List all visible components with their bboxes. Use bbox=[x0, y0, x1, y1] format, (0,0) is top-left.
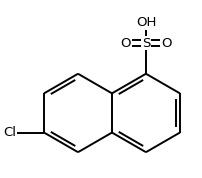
Text: O: O bbox=[161, 37, 171, 50]
Text: S: S bbox=[142, 37, 150, 50]
Text: Cl: Cl bbox=[3, 126, 16, 139]
Text: O: O bbox=[120, 37, 131, 50]
Text: OH: OH bbox=[136, 16, 156, 29]
